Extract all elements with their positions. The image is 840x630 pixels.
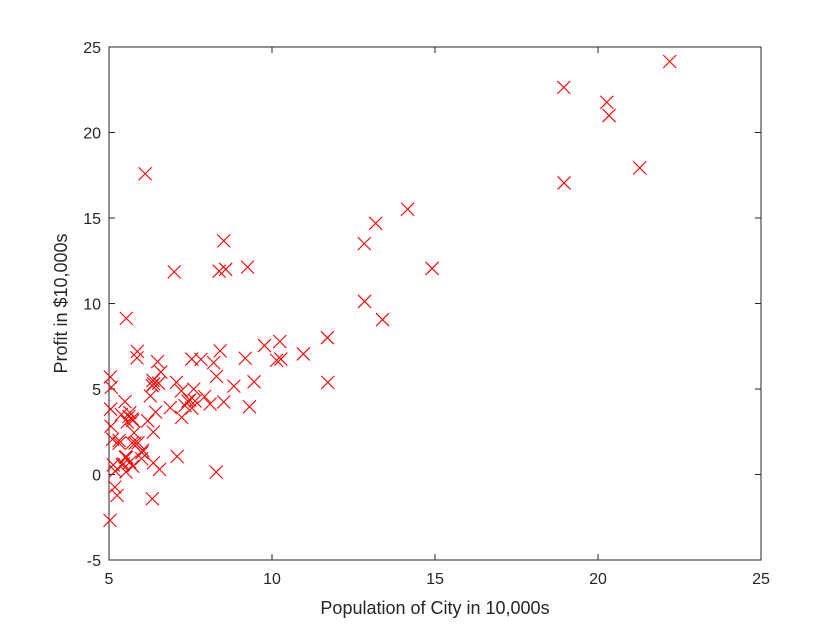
data-point: [119, 311, 134, 326]
data-point: [425, 261, 439, 276]
data-point: [108, 464, 123, 478]
data-point: [167, 264, 182, 279]
plot-area: 5 10 15 20 25 -5 0 5 10 15 20 25: [83, 40, 770, 588]
data-point: [174, 410, 189, 425]
data-point: [218, 262, 233, 277]
y-axis-label: Profit in $10,000s: [51, 233, 71, 373]
data-point: [375, 312, 390, 327]
x-axis: 5 10 15 20 25: [105, 47, 770, 588]
data-point: [632, 161, 647, 175]
data-point: [103, 370, 118, 384]
data-point: [186, 382, 201, 397]
data-point: [197, 389, 212, 404]
data-point: [112, 436, 126, 451]
data-point: [188, 394, 202, 408]
data-point: [119, 450, 134, 465]
data-point: [104, 419, 118, 434]
data-point: [209, 369, 224, 384]
data-point: [138, 166, 153, 181]
data-point: [170, 449, 185, 464]
data-point: [557, 176, 571, 190]
data-point: [105, 432, 120, 447]
data-point: [184, 352, 199, 366]
data-point: [125, 459, 140, 474]
data-point: [151, 376, 166, 391]
data-point: [122, 405, 137, 420]
data-point: [269, 353, 284, 368]
x-tick-label: 10: [263, 571, 281, 588]
data-point: [134, 451, 149, 466]
y-axis: -5 0 5 10 15 20 25: [83, 40, 761, 570]
data-point: [112, 433, 126, 448]
data-point: [320, 375, 335, 390]
data-point: [120, 414, 135, 429]
data-point: [296, 347, 311, 361]
data-point: [146, 425, 161, 439]
data-point: [273, 352, 288, 366]
data-point: [242, 399, 257, 414]
data-point: [203, 397, 217, 411]
y-tick-label: 5: [92, 382, 101, 399]
data-point: [599, 95, 614, 110]
data-point: [257, 338, 272, 353]
data-point: [119, 465, 133, 479]
y-tick-label: 10: [83, 297, 101, 314]
data-point: [181, 394, 195, 409]
data-point: [114, 407, 129, 422]
data-point: [216, 234, 231, 248]
data-point: [184, 401, 199, 416]
data-point: [125, 435, 140, 450]
data-point: [247, 374, 261, 389]
data-point: [150, 354, 165, 369]
data-point: [206, 355, 221, 370]
data-markers: [103, 54, 677, 528]
data-point: [103, 402, 118, 417]
data-point: [121, 409, 136, 424]
y-tick-label: 0: [92, 468, 101, 485]
y-tick-label: -5: [87, 553, 101, 570]
data-point: [103, 513, 117, 528]
data-point: [116, 457, 131, 471]
x-tick-label: 15: [426, 571, 444, 588]
x-tick-label: 20: [589, 571, 607, 588]
data-point: [272, 334, 287, 349]
data-point: [118, 394, 132, 409]
data-point: [130, 344, 145, 359]
data-point: [140, 413, 155, 428]
x-axis-label: Population of City in 10,000s: [320, 598, 549, 618]
data-point: [357, 236, 372, 251]
data-point: [143, 388, 158, 403]
data-point: [169, 375, 184, 390]
data-point: [209, 465, 224, 479]
data-point: [146, 455, 161, 470]
data-point: [130, 350, 144, 365]
data-point: [320, 330, 335, 345]
data-point: [400, 202, 415, 217]
data-point: [240, 260, 255, 274]
data-point: [556, 80, 571, 95]
data-point: [357, 294, 372, 309]
data-point: [226, 379, 241, 393]
data-point: [368, 216, 383, 231]
data-point: [110, 488, 125, 503]
data-point: [213, 343, 228, 358]
data-point: [163, 400, 178, 415]
data-point: [238, 351, 253, 366]
data-point: [131, 435, 145, 450]
y-tick-label: 20: [83, 126, 101, 143]
y-tick-label: 25: [83, 40, 101, 57]
data-point: [216, 395, 231, 409]
data-point: [107, 480, 122, 495]
y-tick-label: 15: [83, 211, 101, 228]
data-point: [148, 405, 163, 419]
data-point: [602, 108, 616, 123]
data-point: [174, 383, 189, 398]
x-tick-label: 25: [752, 571, 770, 588]
x-tick-label: 5: [105, 571, 114, 588]
data-point: [662, 54, 677, 69]
data-point: [145, 491, 160, 506]
